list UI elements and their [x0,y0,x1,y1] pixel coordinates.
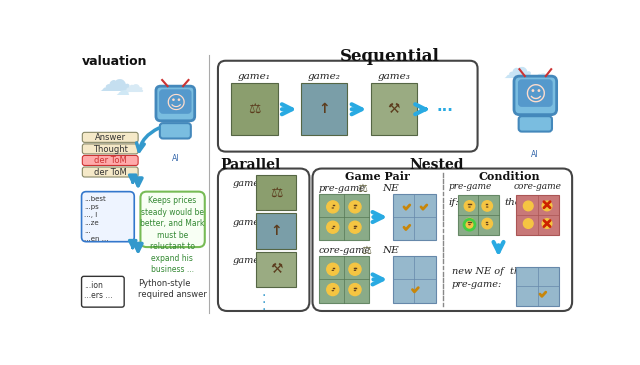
Circle shape [482,201,492,211]
Circle shape [327,284,339,296]
Text: Python-style
required answer: Python-style required answer [138,278,207,299]
Text: der ToM: der ToM [94,156,127,165]
Text: ☁: ☁ [116,84,129,98]
Bar [231,83,278,135]
FancyBboxPatch shape [160,90,191,113]
FancyBboxPatch shape [81,276,124,307]
FancyBboxPatch shape [514,76,557,115]
Circle shape [524,201,533,211]
Text: Condition: Condition [479,171,540,182]
Bar [256,175,296,210]
Text: ⚖: ⚖ [270,185,282,199]
Text: pre-game: pre-game [448,182,492,191]
Text: ·: · [262,296,266,310]
Text: ⚖: ⚖ [358,184,368,194]
Text: ⚖: ⚖ [248,102,260,116]
Bar [516,195,559,235]
Circle shape [542,219,552,228]
Text: Thought: Thought [93,145,127,154]
Text: ...: ... [436,99,453,114]
Circle shape [327,221,339,233]
Text: game₃: game₃ [378,72,410,81]
Text: ⚖: ⚖ [362,246,372,255]
Text: game₂: game₂ [308,72,340,81]
Text: ☺: ☺ [524,85,546,105]
Text: Game Pair: Game Pair [345,171,410,182]
Text: then:: then: [505,198,532,207]
Text: ·: · [262,303,266,317]
Bar [319,256,369,303]
Bar [371,83,417,135]
Text: ☺: ☺ [165,93,186,112]
FancyBboxPatch shape [218,61,477,151]
Text: if:: if: [449,198,460,207]
Text: AI: AI [172,154,179,163]
FancyBboxPatch shape [518,116,552,131]
Text: ▲: ▲ [161,252,170,262]
FancyBboxPatch shape [140,192,205,247]
Text: Parallel: Parallel [220,158,280,172]
Text: ⚒: ⚒ [388,102,400,116]
Text: ☁: ☁ [122,76,144,96]
Text: Nested: Nested [409,158,464,172]
FancyBboxPatch shape [518,80,552,106]
FancyBboxPatch shape [83,167,138,177]
FancyBboxPatch shape [81,192,134,242]
Text: NE: NE [382,246,399,254]
Circle shape [524,219,533,228]
Text: core-game: core-game [319,246,371,254]
Text: ·: · [262,289,266,303]
Text: pre-game: pre-game [319,184,365,193]
FancyBboxPatch shape [218,169,309,311]
Text: ↑: ↑ [270,224,282,238]
Bar [301,83,348,135]
Circle shape [349,221,361,233]
Text: ☁: ☁ [531,65,551,84]
Text: NE: NE [382,184,399,193]
Bar [393,256,436,303]
Circle shape [542,201,552,211]
FancyBboxPatch shape [83,155,138,165]
Circle shape [349,284,361,296]
Text: valuation: valuation [81,55,147,68]
Bar [256,213,296,249]
Bar [256,252,296,287]
Circle shape [349,201,361,213]
Text: new NE of  the
pre-game:: new NE of the pre-game: [452,267,526,289]
Circle shape [482,218,492,229]
Text: game₁: game₁ [233,179,264,188]
Text: ☁: ☁ [524,73,536,86]
Bar [516,267,559,306]
Text: game₃: game₃ [233,256,264,265]
Circle shape [464,201,475,211]
Text: core-game: core-game [513,182,561,191]
Text: Answer: Answer [95,133,126,142]
Circle shape [327,263,339,275]
Bar [393,194,436,240]
Text: AI: AI [531,150,539,159]
Text: game₁: game₁ [238,72,271,81]
Text: Keeps prices
steady would be
better, and Mark
must be
reluctant to
expand his
bu: Keeps prices steady would be better, and… [140,196,204,274]
Bar [319,194,369,240]
FancyBboxPatch shape [83,132,138,142]
Circle shape [327,201,339,213]
Text: Sequential: Sequential [340,49,440,65]
Bar [458,195,499,235]
Text: der ToM: der ToM [94,168,127,177]
FancyBboxPatch shape [312,169,572,311]
Text: ↑: ↑ [318,102,330,116]
Circle shape [464,218,475,229]
Text: game₂: game₂ [233,218,264,227]
FancyBboxPatch shape [160,123,191,138]
FancyBboxPatch shape [83,144,138,154]
Text: ...ion
...ers ...: ...ion ...ers ... [84,281,113,300]
Text: ☁: ☁ [98,65,132,98]
Text: ☁: ☁ [502,55,533,84]
Text: ⚒: ⚒ [270,262,282,276]
FancyBboxPatch shape [156,86,195,121]
Text: ...best
...ps
..., I
...ze
...
...en ...: ...best ...ps ..., I ...ze ... ...en ... [84,196,108,242]
Circle shape [349,263,361,275]
